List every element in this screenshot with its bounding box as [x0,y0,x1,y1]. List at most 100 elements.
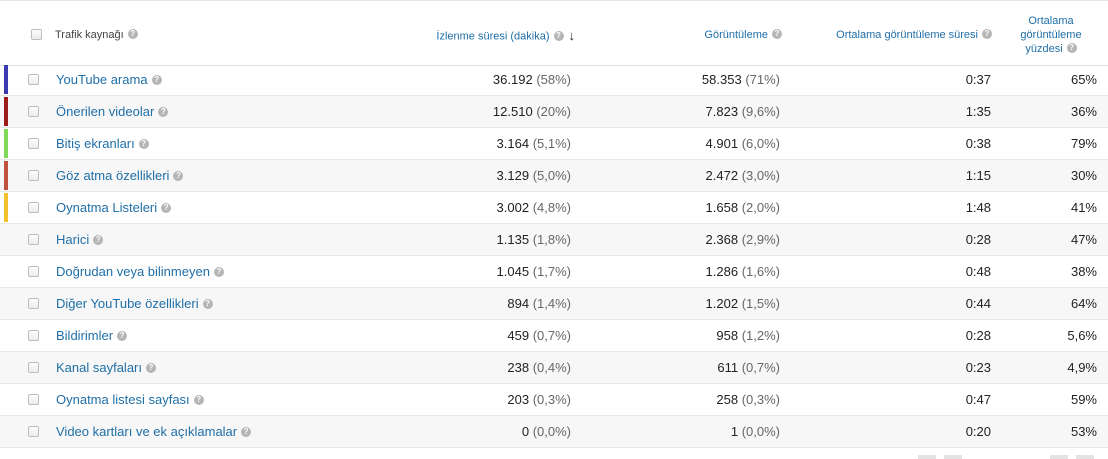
question-circle-icon[interactable]: ? [138,138,149,149]
row-checkbox[interactable] [28,426,39,437]
traffic-source-link[interactable]: Oynatma Listeleri? [56,200,172,215]
avg-percentage-cell: 38% [1070,264,1097,279]
watch-time-cell: 238 (0,4%) [507,360,571,375]
avg-duration-cell: 1:35 [965,104,991,119]
avg-duration-cell: 1:48 [965,200,991,215]
arrow-down-icon[interactable]: ↓ [568,28,576,43]
table-row[interactable]: Harici? 1.135 (1,8%) 2.368 (2,9%) 0:28 47% [0,224,1108,256]
table-row[interactable]: Video kartları ve ek açıklamalar? 0 (0,0%… [0,416,1108,448]
views-cell: 1 (0,0%) [730,424,780,439]
traffic-source-link[interactable]: Kanal sayfaları? [56,360,156,375]
question-circle-icon[interactable]: ? [161,202,172,213]
table-row[interactable]: Önerilen videolar? 12.510 (20%) 7.823 (9,6… [0,96,1108,128]
row-checkbox[interactable] [28,202,39,213]
avg-duration-cell: 0:48 [965,264,991,279]
avg-percentage-cell: 4,9% [1067,360,1097,375]
pagination-control[interactable] [944,455,962,459]
views-cell: 958 (1,2%) [716,328,780,343]
pagination-control[interactable] [918,455,936,459]
row-checkbox[interactable] [28,170,39,181]
watch-time-cell: 36.192 (58%) [492,72,571,87]
row-checkbox[interactable] [28,298,39,309]
watch-time-cell: 3.129 (5,0%) [496,168,571,183]
views-cell: 2.368 (2,9%) [705,232,780,247]
avg-duration-cell: 0:44 [965,296,991,311]
question-circle-icon[interactable]: ? [146,362,156,373]
traffic-source-link[interactable]: Bitiş ekranları? [56,136,149,151]
question-circle-icon[interactable]: ? [158,106,169,117]
series-color-indicator [4,129,8,158]
avg-duration-cell: 0:23 [965,360,991,375]
row-checkbox[interactable] [28,330,39,341]
views-cell: 1.286 (1,6%) [705,264,780,279]
row-checkbox[interactable] [28,362,39,373]
avg-percentage-cell: 65% [1070,72,1097,87]
row-checkbox[interactable] [28,138,39,149]
table-row[interactable]: Oynatma Listeleri? 3.002 (4,8%) 1.658 (2,0… [0,192,1108,224]
table-header: Trafik kaynağı? İzlenme süresi (dakika)?… [0,0,1108,66]
table-row[interactable]: Bildirimler? 459 (0,7%) 958 (1,2%) 0:28 5,6% [0,320,1108,352]
table-row[interactable]: YouTube arama? 36.192 (58%) 58.353 (71%) 0:… [0,64,1108,96]
traffic-source-link[interactable]: Harici? [56,232,104,247]
series-color-indicator [4,65,8,94]
series-color-indicator [4,161,8,190]
table-row[interactable]: Kanal sayfaları? 238 (0,4%) 611 (0,7%) 0:23… [0,352,1108,384]
pagination-control[interactable] [1076,455,1094,459]
question-circle-icon[interactable]: ? [93,234,104,245]
avg-percentage-cell: 47% [1070,232,1097,247]
watch-time-cell: 1.045 (1,7%) [496,264,571,279]
question-circle-icon[interactable]: ? [241,426,252,437]
watch-time-cell: 894 (1,4%) [507,296,571,311]
watch-time-cell: 3.164 (5,1%) [496,136,571,151]
question-circle-icon[interactable]: ? [1066,43,1077,54]
table-row[interactable]: Doğrudan veya bilinmeyen? 1.045 (1,7%) 1.2… [0,256,1108,288]
traffic-source-link[interactable]: Diğer YouTube özellikleri? [56,296,213,311]
table-row[interactable]: Göz atma özellikleri? 3.129 (5,0%) 2.472 (… [0,160,1108,192]
traffic-source-link[interactable]: Video kartları ve ek açıklamalar? [56,424,252,439]
avg-percentage-cell: 36% [1070,104,1097,119]
traffic-source-link[interactable]: Bildirimler? [56,328,128,343]
avg-duration-cell: 0:37 [965,72,991,87]
row-checkbox[interactable] [28,74,39,85]
avg-duration-cell: 0:38 [965,136,991,151]
question-circle-icon[interactable]: ? [202,298,213,309]
row-checkbox[interactable] [28,106,39,117]
views-cell: 2.472 (3,0%) [705,168,780,183]
question-circle-icon[interactable]: ? [117,330,128,341]
question-circle-icon[interactable]: ? [982,29,992,40]
pagination-control[interactable] [1050,455,1068,459]
question-circle-icon[interactable]: ? [193,394,204,405]
column-header-source: Trafik kaynağı? [55,29,138,41]
column-header-views[interactable]: Görüntüleme? [704,29,782,41]
column-header-avg-percentage[interactable]: Ortalama görüntüleme yüzdesi? [1020,15,1082,55]
column-header-avg-duration[interactable]: Ortalama görüntüleme süresi? [836,29,992,41]
row-checkbox[interactable] [28,394,39,405]
avg-percentage-cell: 53% [1070,424,1097,439]
watch-time-cell: 1.135 (1,8%) [496,232,571,247]
question-circle-icon[interactable]: ? [173,170,184,181]
question-circle-icon[interactable]: ? [127,29,138,40]
traffic-source-link[interactable]: YouTube arama? [56,72,162,87]
traffic-source-link[interactable]: Göz atma özellikleri? [56,168,184,183]
question-circle-icon[interactable]: ? [151,74,162,85]
avg-percentage-cell: 30% [1070,168,1097,183]
avg-duration-cell: 0:28 [965,328,991,343]
table-row[interactable]: Oynatma listesi sayfası? 203 (0,3%) 258 (0… [0,384,1108,416]
select-all-checkbox[interactable] [31,29,42,40]
question-circle-icon[interactable]: ? [553,30,564,41]
row-checkbox[interactable] [28,266,39,277]
avg-percentage-cell: 64% [1070,296,1097,311]
question-circle-icon[interactable]: ? [772,29,782,40]
column-header-watch-time[interactable]: İzlenme süresi (dakika)? ↓ [436,28,576,43]
views-cell: 258 (0,3%) [716,392,780,407]
row-checkbox[interactable] [28,234,39,245]
question-circle-icon[interactable]: ? [213,266,224,277]
table-row[interactable]: Diğer YouTube özellikleri? 894 (1,4%) 1.20… [0,288,1108,320]
watch-time-cell: 459 (0,7%) [507,328,571,343]
avg-percentage-cell: 59% [1070,392,1097,407]
traffic-source-link[interactable]: Oynatma listesi sayfası? [56,392,204,407]
avg-duration-cell: 0:28 [965,232,991,247]
traffic-source-link[interactable]: Önerilen videolar? [56,104,169,119]
traffic-source-link[interactable]: Doğrudan veya bilinmeyen? [56,264,224,279]
table-row[interactable]: Bitiş ekranları? 3.164 (5,1%) 4.901 (6,0%)… [0,128,1108,160]
